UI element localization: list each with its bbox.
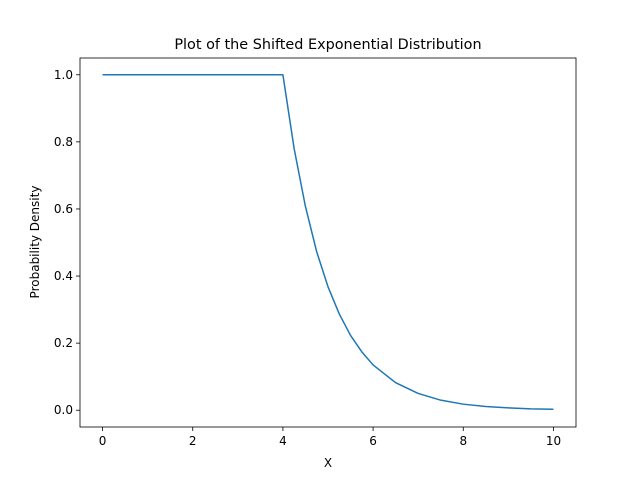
y-tick-label: 0.0	[54, 403, 73, 417]
axes-frame	[79, 57, 577, 428]
x-tick-label: 6	[369, 434, 377, 448]
y-tick-label: 0.8	[54, 135, 73, 149]
x-tick-label: 2	[189, 434, 197, 448]
x-tick-label: 8	[459, 434, 467, 448]
chart-title: Plot of the Shifted Exponential Distribu…	[174, 37, 481, 53]
x-tick-label: 10	[546, 434, 561, 448]
x-tick-label: 4	[279, 434, 287, 448]
y-tick-label: 0.4	[54, 269, 73, 283]
x-tick-label: 0	[99, 434, 107, 448]
y-tick-label: 1.0	[54, 68, 73, 82]
x-axis-label: X	[324, 456, 332, 470]
y-axis-label: Probability Density	[28, 186, 42, 299]
series-line-0	[102, 74, 554, 410]
y-tick-label: 0.2	[54, 336, 73, 350]
y-tick-label: 0.6	[54, 202, 73, 216]
plot-area: 0 2 4 6 8 10 0.0 0.2 0.4 0.6 0.8 1.0	[54, 57, 577, 448]
